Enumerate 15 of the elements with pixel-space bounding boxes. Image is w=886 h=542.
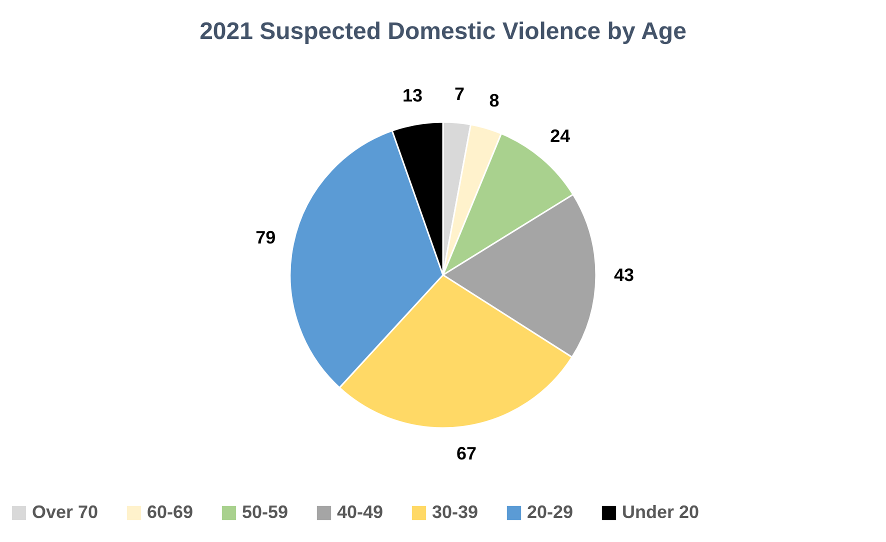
data-label: 67 xyxy=(456,443,477,464)
legend-label: Under 20 xyxy=(622,502,700,522)
legend-label: Over 70 xyxy=(32,502,98,522)
data-label: 24 xyxy=(550,126,570,146)
data-label: 8 xyxy=(489,90,500,110)
data-label: 13 xyxy=(402,86,422,106)
legend-label: 30-39 xyxy=(432,502,478,522)
data-label: 79 xyxy=(256,228,276,248)
legend-label: 60-69 xyxy=(147,502,194,522)
legend-label: 50-59 xyxy=(242,502,288,522)
data-label: 43 xyxy=(614,265,634,286)
chart-title: 2021 Suspected Domestic Violence by Age xyxy=(200,18,686,45)
legend-label: 20-29 xyxy=(527,502,574,522)
legend-label: 40-49 xyxy=(337,502,384,522)
data-label: 7 xyxy=(454,84,464,104)
